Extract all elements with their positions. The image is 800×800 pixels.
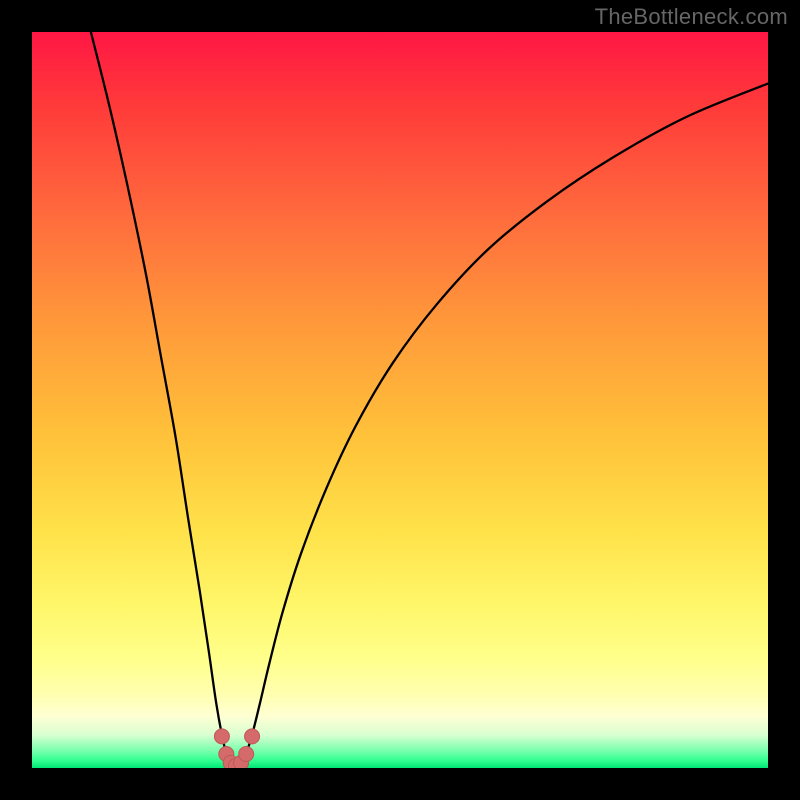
plot-area — [32, 32, 768, 768]
marker-point — [239, 747, 254, 762]
chart-frame: TheBottleneck.com — [0, 0, 800, 800]
gradient-background — [32, 32, 768, 768]
watermark-text: TheBottleneck.com — [595, 4, 788, 30]
marker-point — [214, 729, 229, 744]
marker-point — [245, 729, 260, 744]
chart-svg — [32, 32, 768, 768]
